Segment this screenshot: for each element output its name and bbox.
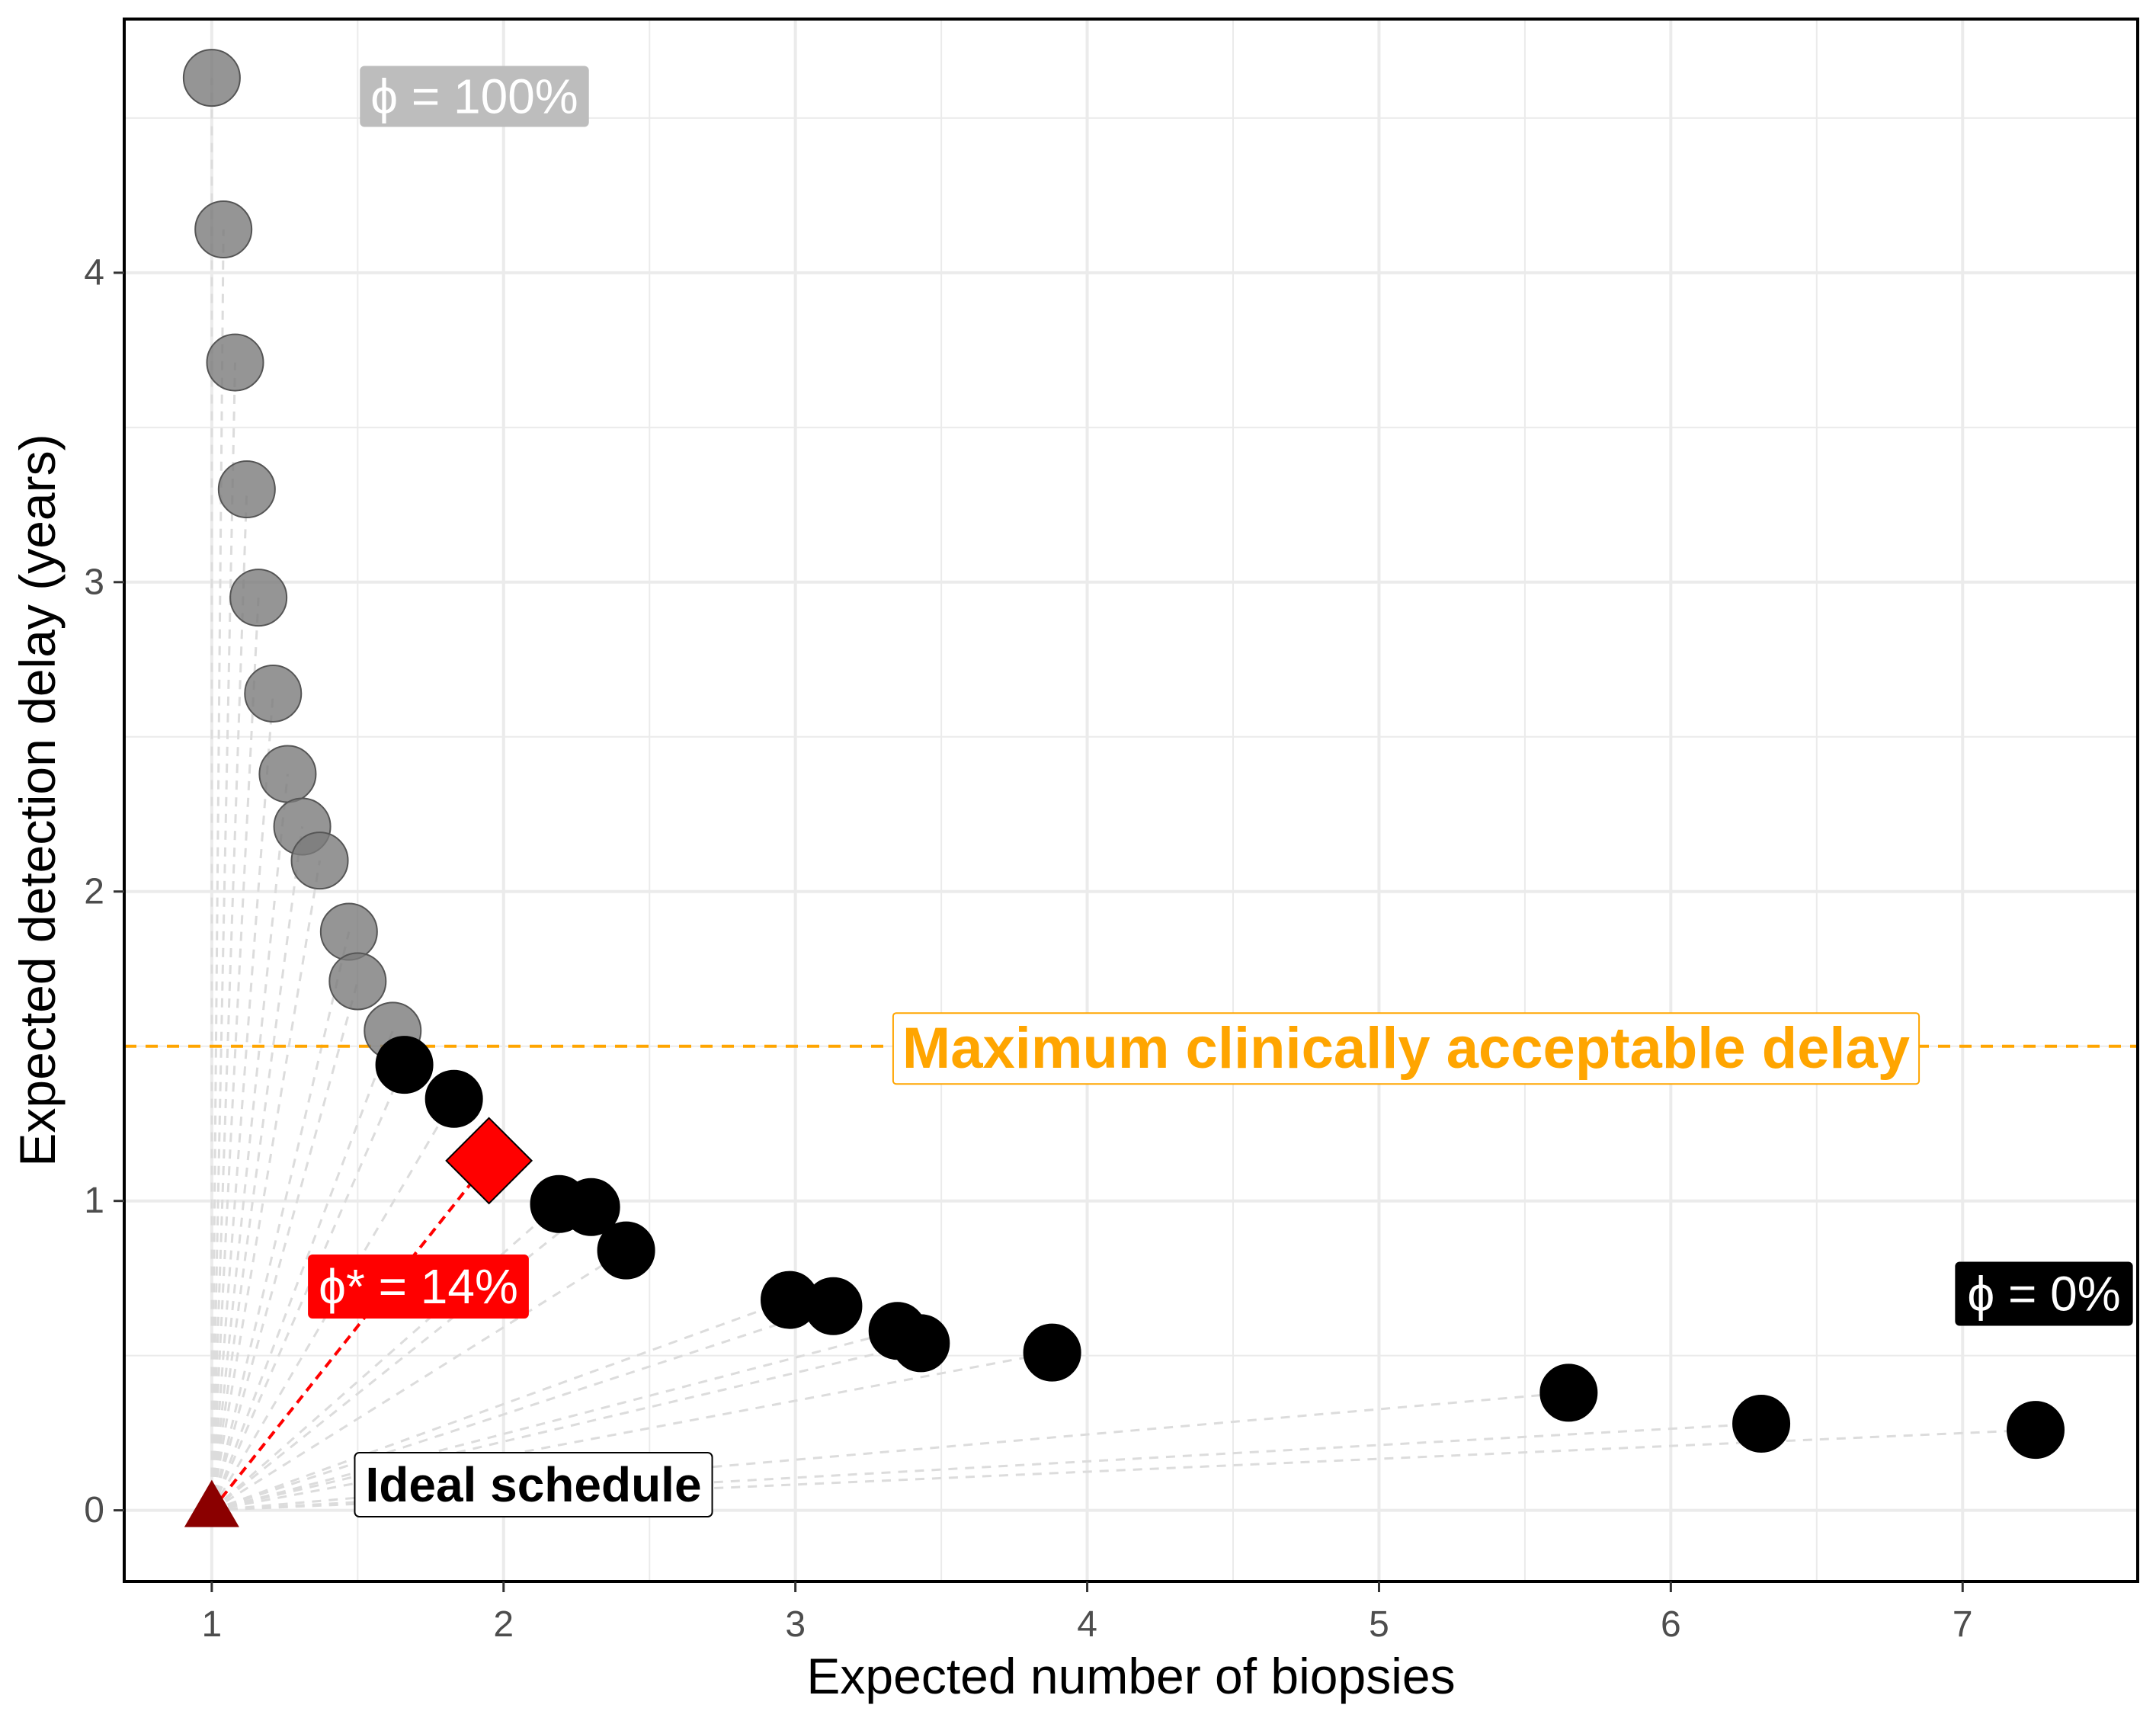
x-tick-label: 6 [1661,1604,1681,1645]
threshold-label-box [892,1012,1921,1085]
data-point [597,1221,655,1280]
phi-100-label-text: ϕ = 100% [370,69,578,123]
connector-line [211,1305,834,1512]
threshold-label: Maximum clinically acceptable delay [892,1012,1921,1085]
x-tick-label: 7 [1953,1604,1973,1645]
data-point [182,49,241,107]
data-point [194,200,253,259]
phi-0-label-box [1955,1261,2133,1326]
connector-line [211,1351,1052,1512]
data-point [244,664,303,723]
phi-100-label-box [360,66,589,127]
connector-line [210,362,237,1511]
data-point [217,460,276,519]
connector-line [211,1249,627,1511]
connector-line [211,1341,921,1512]
optimal-label-box [308,1255,529,1319]
connector-line [210,229,225,1511]
x-tick-label: 5 [1369,1604,1389,1645]
data-point [319,902,378,961]
x-axis-ticks: 1 2 3 4 5 6 7 [202,1581,1973,1645]
ideal-label-text: Ideal schedule [365,1457,701,1512]
connector-line [210,693,274,1511]
data-points [182,49,2065,1460]
connector-line [211,1299,790,1512]
data-point [290,832,349,890]
x-axis-title: Expected number of biopsies [806,1648,1455,1704]
threshold-label-text: Maximum clinically acceptable delay [902,1016,1910,1081]
optimal-connector-line [210,1159,491,1511]
data-point [562,1178,620,1236]
data-point [328,952,387,1011]
data-point [206,333,264,392]
connector-line [210,598,260,1511]
data-point [258,745,317,803]
y-tick-label: 3 [84,562,104,602]
x-tick-label: 3 [785,1604,806,1645]
plot-panel-border [123,18,2139,1583]
y-tick-label: 0 [84,1490,104,1530]
data-point [892,1314,950,1373]
x-tick-label: 1 [202,1604,223,1645]
ideal-schedule-label: Ideal schedule [354,1452,713,1517]
connector-line [210,981,359,1511]
y-axis-ticks: 0 1 2 3 4 [84,252,124,1530]
x-tick-label: 4 [1077,1604,1097,1645]
connector-line [210,774,289,1511]
data-point [424,1069,483,1128]
y-tick-label: 2 [84,871,104,912]
connector-line [211,1329,899,1512]
grid-lines [124,19,2138,1581]
ideal-schedule-marker [184,1479,239,1527]
optimal-threshold-marker [445,1117,533,1205]
x-tick-label: 2 [493,1604,514,1645]
y-tick-label: 1 [84,1181,104,1221]
data-point [1023,1323,1081,1382]
phi-0-label: ϕ = 0% [1955,1261,2133,1326]
data-point [1732,1394,1791,1453]
data-point [2006,1401,2065,1460]
phi-0-label-text: ϕ = 0% [1967,1266,2120,1321]
connector-line [210,826,304,1511]
data-point [229,569,288,627]
data-point [375,1036,434,1094]
y-axis-title: Expected detection delay (years) [9,434,66,1166]
connector-line [210,1030,394,1511]
data-point [1539,1363,1598,1422]
optimal-label-text: ϕ* = 14% [319,1259,518,1314]
connector-line [210,489,248,1511]
data-point [804,1277,863,1335]
optimal-label: ϕ* = 14% [308,1255,529,1319]
ideal-label-box [354,1452,713,1517]
y-tick-label: 4 [84,252,104,293]
phi-100-label: ϕ = 100% [360,66,589,127]
